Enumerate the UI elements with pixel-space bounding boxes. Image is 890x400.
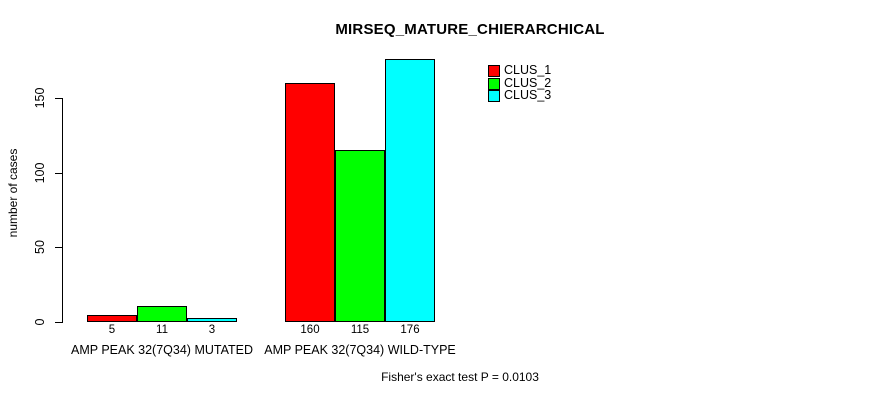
y-tick-label: 100 (33, 162, 47, 184)
annotation-pvalue: Fisher's exact test P = 0.0103 (381, 370, 539, 384)
y-tick-label: 0 (33, 318, 47, 326)
bar-value-label: 115 (350, 324, 370, 336)
legend-label: CLUS_2 (504, 76, 552, 90)
bar-value-label: 3 (208, 324, 216, 336)
y-tick-label: 150 (33, 87, 47, 109)
category-label: AMP PEAK 32(7Q34) MUTATED (71, 343, 253, 357)
y-tick-label: 50 (33, 240, 47, 254)
bar-clus_3-1 (187, 318, 237, 322)
category-label: AMP PEAK 32(7Q34) WILD-TYPE (264, 343, 456, 357)
y-tick-mark (55, 173, 62, 174)
bar-clus_3-2 (385, 59, 435, 322)
y-tick-mark (55, 247, 62, 248)
bar-value-label: 5 (108, 324, 116, 336)
y-tick-mark (55, 98, 62, 99)
chart-title: MIRSEQ_MATURE_CHIERARCHICAL (335, 21, 605, 38)
legend-swatch-clus_1 (488, 65, 500, 77)
y-axis-title: number of cases (6, 148, 20, 238)
legend-swatch-clus_3 (488, 90, 500, 102)
y-axis-line (62, 98, 63, 323)
bar-value-label: 11 (156, 324, 168, 336)
legend-label: CLUS_3 (504, 88, 552, 102)
bar-value-label: 160 (300, 324, 320, 336)
legend-swatch-clus_2 (488, 78, 500, 90)
y-tick-mark (55, 322, 62, 323)
legend-label: CLUS_1 (504, 63, 552, 77)
bar-clus_2-1 (137, 306, 187, 322)
bar-clus_1-1 (87, 315, 137, 322)
bar-clus_2-2 (335, 150, 385, 322)
bar-clus_1-2 (285, 83, 335, 322)
bar-value-label: 176 (400, 324, 420, 336)
